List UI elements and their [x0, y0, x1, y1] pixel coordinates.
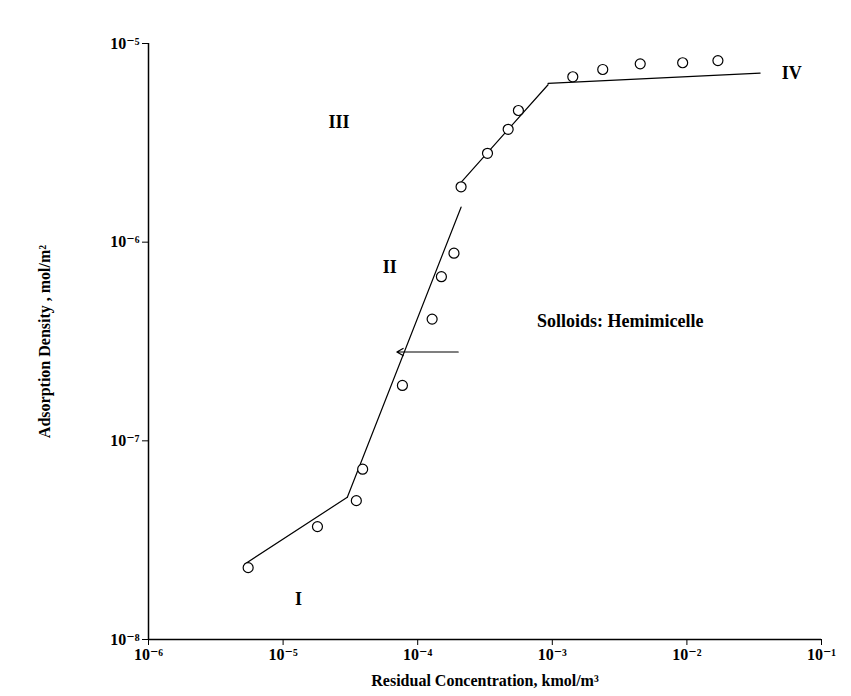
svg-text:10⁻⁸: 10⁻⁸ — [110, 630, 140, 648]
svg-text:II: II — [383, 257, 397, 277]
svg-text:10⁻²: 10⁻² — [672, 646, 701, 663]
svg-text:10⁻⁵: 10⁻⁵ — [268, 646, 297, 663]
svg-text:I: I — [295, 589, 302, 609]
svg-text:Residual Concentration, kmol/m: Residual Concentration, kmol/m³ — [371, 672, 599, 689]
svg-text:10⁻⁴: 10⁻⁴ — [403, 646, 432, 663]
svg-text:Solloids: Hemimicelle: Solloids: Hemimicelle — [537, 311, 703, 331]
svg-text:10⁻¹: 10⁻¹ — [807, 646, 836, 663]
svg-text:10⁻⁶: 10⁻⁶ — [110, 233, 139, 250]
svg-text:10⁻⁵: 10⁻⁵ — [110, 35, 139, 52]
svg-text:III: III — [328, 112, 349, 132]
svg-text:Adsorption Density , mol/m²: Adsorption Density , mol/m² — [36, 245, 54, 438]
svg-text:10⁻⁷: 10⁻⁷ — [110, 432, 139, 449]
svg-text:10⁻³: 10⁻³ — [538, 646, 567, 663]
svg-text:IV: IV — [782, 63, 802, 83]
svg-text:10⁻⁶: 10⁻⁶ — [134, 646, 163, 663]
